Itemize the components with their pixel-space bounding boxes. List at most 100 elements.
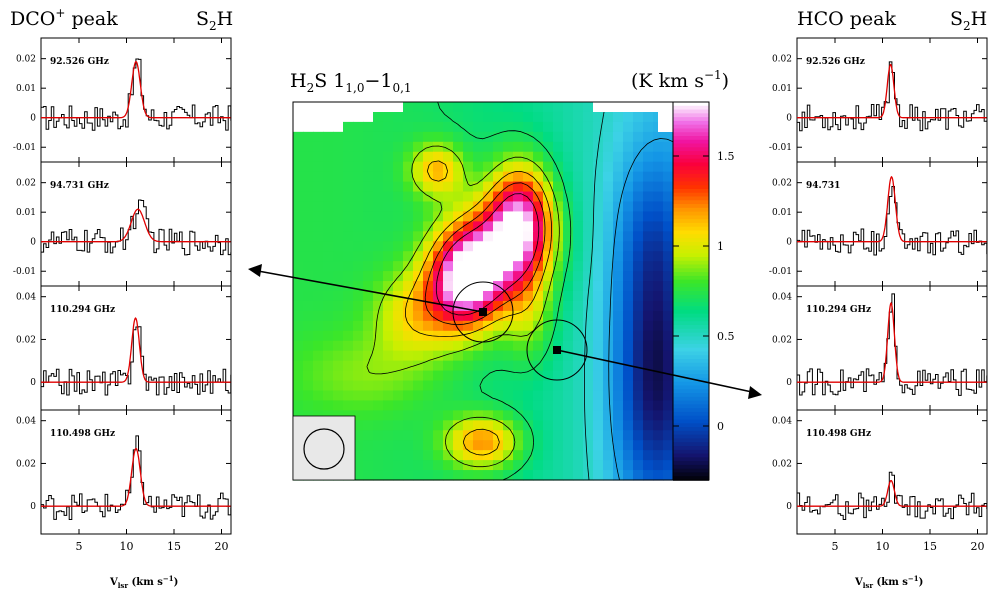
map-pixel <box>473 370 484 382</box>
beam-inset <box>292 415 356 481</box>
map-pixel <box>393 400 404 411</box>
map-pixel <box>563 241 574 252</box>
map-pixel <box>433 151 444 163</box>
map-pixel <box>573 231 584 242</box>
map-pixel <box>523 171 534 183</box>
colorbar-segment <box>673 340 709 345</box>
map-pixel <box>473 460 484 471</box>
map-pixel <box>403 281 414 292</box>
map-pixel <box>453 400 464 411</box>
map-pixel <box>343 300 354 312</box>
map-pixel <box>503 111 514 123</box>
map-pixel <box>313 131 324 143</box>
colorbar-segment <box>673 113 709 118</box>
map-pixel <box>373 320 384 332</box>
map-pixel <box>533 470 544 481</box>
map-pixel <box>303 390 314 402</box>
y-tick-label: 0.02 <box>772 459 792 469</box>
map-pixel <box>363 151 374 163</box>
map-pixel <box>333 350 344 362</box>
map-pixel <box>593 291 604 302</box>
map-pixel <box>523 470 534 481</box>
map-pixel <box>313 400 324 411</box>
map-pixel <box>503 121 514 133</box>
map-pixel <box>553 291 564 302</box>
colorbar-segment <box>673 124 709 130</box>
colorbar-tick-label: 0 <box>717 420 724 433</box>
map-pixel <box>523 241 534 252</box>
map-pixel <box>393 151 404 163</box>
map-pixel <box>603 251 614 262</box>
map-pixel <box>313 340 324 352</box>
map-pixel <box>583 340 594 352</box>
map-pixel <box>473 340 484 352</box>
colorbar-segment <box>673 400 709 406</box>
map-pixel <box>433 161 444 173</box>
map-pixel <box>483 251 494 262</box>
map-pixel <box>593 450 604 461</box>
map-pixel <box>513 251 524 262</box>
map-pixel <box>663 281 674 292</box>
map-pixel <box>433 171 444 183</box>
map-pixel <box>363 410 374 421</box>
beam-box <box>292 415 356 481</box>
map-pixel <box>443 271 454 282</box>
map-pixel <box>423 251 434 262</box>
map-pixel <box>563 201 574 213</box>
map-pixel <box>583 450 594 461</box>
colorbar-segment <box>673 219 709 224</box>
map-pixel <box>543 241 554 252</box>
map-pixel <box>633 241 644 252</box>
contour-line <box>366 145 560 468</box>
map-pixel <box>373 181 384 193</box>
map-pixel <box>383 111 394 123</box>
map-pixel <box>613 320 624 332</box>
map-pixel <box>573 300 584 312</box>
map-pixel <box>313 181 324 193</box>
map-pixel <box>433 470 444 481</box>
map-pixel <box>463 131 474 143</box>
map-pixel <box>523 161 534 173</box>
map-pixel <box>633 370 644 382</box>
map-pixel <box>483 102 494 113</box>
map-pixel <box>353 171 364 183</box>
map-pixel <box>483 221 494 232</box>
map-pixel <box>463 141 474 153</box>
map-pixel <box>653 171 664 183</box>
spectrum-frequency-label: 110.498 GHz <box>806 429 871 439</box>
map-pixel <box>413 460 424 471</box>
map-pixel <box>603 440 614 451</box>
map-pixel <box>403 430 414 441</box>
map-pixel <box>343 350 354 362</box>
map-pixel <box>323 211 334 222</box>
map-pixel <box>643 310 654 322</box>
map-pixel <box>623 171 634 183</box>
map-pixel <box>393 320 404 332</box>
map-pixel <box>593 131 604 143</box>
map-pixel <box>543 340 554 352</box>
map-pixel <box>633 320 644 332</box>
map-pixel <box>473 450 484 461</box>
map-pixel <box>453 161 464 173</box>
map-pixel <box>593 340 604 352</box>
gaussian-fit <box>41 447 231 507</box>
map-pixel <box>483 111 494 123</box>
map-pixel <box>523 201 534 213</box>
colorbar-segment <box>673 343 709 349</box>
map-pixel <box>313 360 324 372</box>
map-pixel <box>353 121 364 133</box>
map-pixel <box>463 241 474 252</box>
map-pixel <box>593 211 604 222</box>
map-pixel <box>463 231 474 242</box>
map-pixel <box>413 291 424 302</box>
map-pixel <box>493 400 504 411</box>
map-pixel <box>353 400 364 411</box>
map-pixel <box>323 171 334 183</box>
map-pixel <box>353 330 364 342</box>
map-pixel <box>473 300 484 312</box>
map-pixel <box>533 430 544 441</box>
map-pixel <box>463 161 474 173</box>
map-pixel <box>433 430 444 441</box>
map-pixel <box>453 320 464 332</box>
map-pixel <box>423 450 434 461</box>
